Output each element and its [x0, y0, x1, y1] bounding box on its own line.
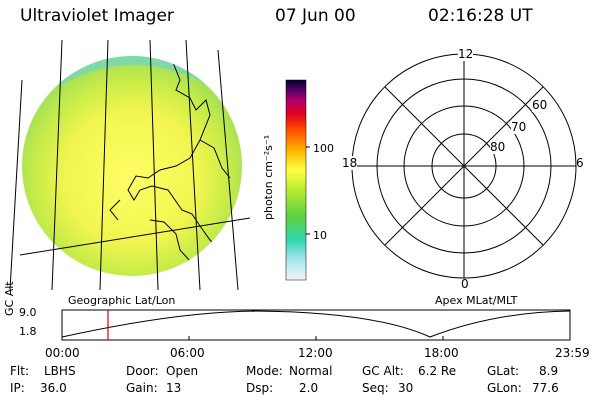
color-scale: photon cm⁻²s⁻¹: [262, 79, 310, 281]
lat-label-70: 70: [511, 120, 527, 134]
altitude-strip: [61, 309, 571, 341]
time-tick-2359: 23:59: [555, 346, 590, 360]
uv-image-panel: [9, 40, 251, 290]
lat-label-60: 60: [532, 98, 548, 112]
earth-disk: [22, 56, 242, 276]
altitude-curve: [61, 310, 571, 338]
color-scale-unit: photon cm⁻²s⁻¹: [262, 135, 275, 220]
polar-caption: Apex MLat/MLT: [435, 294, 518, 307]
glat-label: GLat:: [487, 364, 520, 378]
door-value: Open: [166, 364, 199, 378]
ip-value: 36.0: [40, 381, 67, 395]
color-scale-tick-10: 10: [313, 229, 327, 242]
filter-label: Flt:: [10, 364, 29, 378]
time-tick-0600: 06:00: [170, 346, 205, 360]
app-title: Ultraviolet Imager: [20, 6, 174, 26]
ip-label: IP:: [10, 381, 25, 395]
observation-time: 02:16:28 UT: [428, 6, 533, 26]
gc-alt-label: GC Alt:: [362, 364, 404, 378]
glat-value: 8.9: [539, 364, 559, 378]
gain-value: 13: [166, 381, 182, 395]
color-scale-tick-100: 100: [313, 142, 334, 155]
polar-plot: [351, 53, 577, 279]
gain-label: Gain:: [126, 381, 158, 395]
mlt-label-18: 18: [342, 156, 358, 170]
observation-date: 07 Jun 00: [275, 6, 356, 26]
glon-label: GLon:: [487, 381, 522, 395]
mlt-label-12: 12: [458, 47, 474, 61]
dsp-label: Dsp:: [246, 381, 274, 395]
mlt-label-0: 0: [461, 277, 469, 291]
mode-value: Normal: [289, 364, 333, 378]
seq-value: 30: [398, 381, 414, 395]
geographic-grid: [9, 40, 251, 290]
door-label: Door:: [126, 364, 159, 378]
mlt-label-6: 6: [576, 156, 584, 170]
gc-alt-value: 6.2 Re: [418, 364, 457, 378]
altitude-tick-max: 9.0: [19, 306, 37, 319]
filter-value: LBHS: [44, 364, 76, 378]
dsp-value: 2.0: [299, 381, 319, 395]
mode-label: Mode:: [246, 364, 283, 378]
coastlines: [109, 59, 231, 273]
seq-label: Seq:: [362, 381, 389, 395]
time-tick-0000: 00:00: [45, 346, 80, 360]
lat-label-80: 80: [490, 140, 506, 154]
time-tick-1800: 18:00: [424, 346, 459, 360]
altitude-tick-min: 1.8: [19, 325, 37, 338]
altitude-axis-label: GC Alt: [3, 281, 16, 316]
color-scale-bar: [285, 79, 307, 281]
glon-value: 77.6: [532, 381, 559, 395]
imager-caption: Geographic Lat/Lon: [68, 294, 176, 307]
time-tick-1200: 12:00: [298, 346, 333, 360]
